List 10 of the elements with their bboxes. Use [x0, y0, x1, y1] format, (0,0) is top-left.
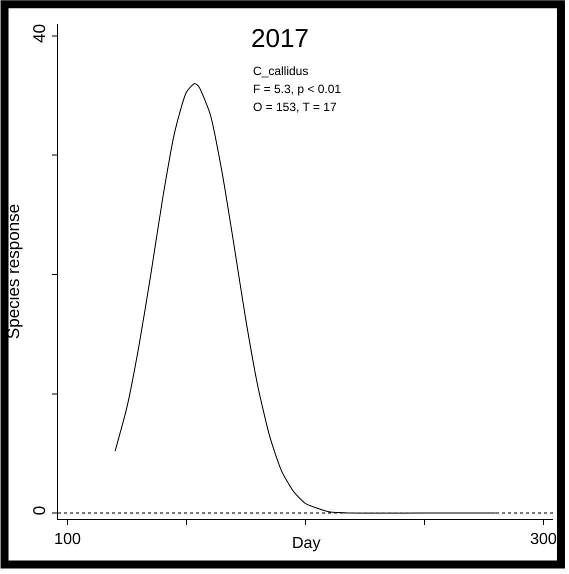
x-axis-title: Day [292, 535, 320, 552]
x-tick-label: 100 [54, 531, 81, 548]
annotation: F = 5.3, p < 0.01 [253, 82, 342, 96]
annotation: O = 153, T = 17 [253, 100, 337, 114]
y-tick-label: 40 [30, 24, 50, 43]
chart-title: 2017 [251, 23, 309, 54]
x-tick-label: 300 [530, 531, 557, 548]
y-tick-label: 0 [30, 506, 50, 516]
y-axis-title: Species response [4, 204, 23, 340]
annotation: C_callidus [253, 64, 308, 78]
